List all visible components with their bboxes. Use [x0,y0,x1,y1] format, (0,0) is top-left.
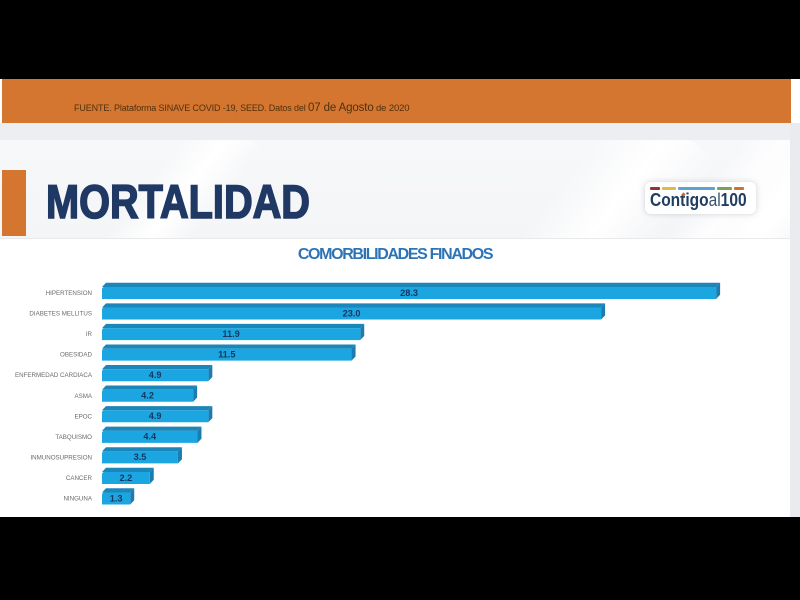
svg-text:CANCER: CANCER [66,475,93,482]
svg-text:28.3: 28.3 [400,288,418,298]
svg-text:ENFERMEDAD CARDIACA: ENFERMEDAD CARDIACA [15,372,93,379]
svg-text:11.5: 11.5 [218,349,235,359]
svg-text:NINGUNA: NINGUNA [63,496,92,503]
svg-text:11.9: 11.9 [222,329,239,339]
svg-text:INMUNOSUPRESION: INMUNOSUPRESION [30,454,92,461]
svg-text:IR: IR [86,331,93,338]
svg-text:23.0: 23.0 [343,308,361,318]
svg-text:DIABETES MELLITUS: DIABETES MELLITUS [29,311,92,318]
svg-text:EPOC: EPOC [74,413,92,420]
svg-text:4.2: 4.2 [141,391,154,401]
svg-text:4.9: 4.9 [149,370,162,380]
svg-text:3.5: 3.5 [134,452,147,462]
svg-text:4.9: 4.9 [149,411,162,421]
svg-text:2.2: 2.2 [119,473,132,483]
svg-text:HIPERTENSION: HIPERTENSION [46,290,92,297]
svg-text:1.3: 1.3 [110,493,123,503]
svg-text:4.4: 4.4 [143,432,157,442]
svg-text:OBESIDAD: OBESIDAD [60,352,93,359]
svg-text:TABQUISMO: TABQUISMO [55,434,92,441]
svg-text:ASMA: ASMA [74,393,92,400]
